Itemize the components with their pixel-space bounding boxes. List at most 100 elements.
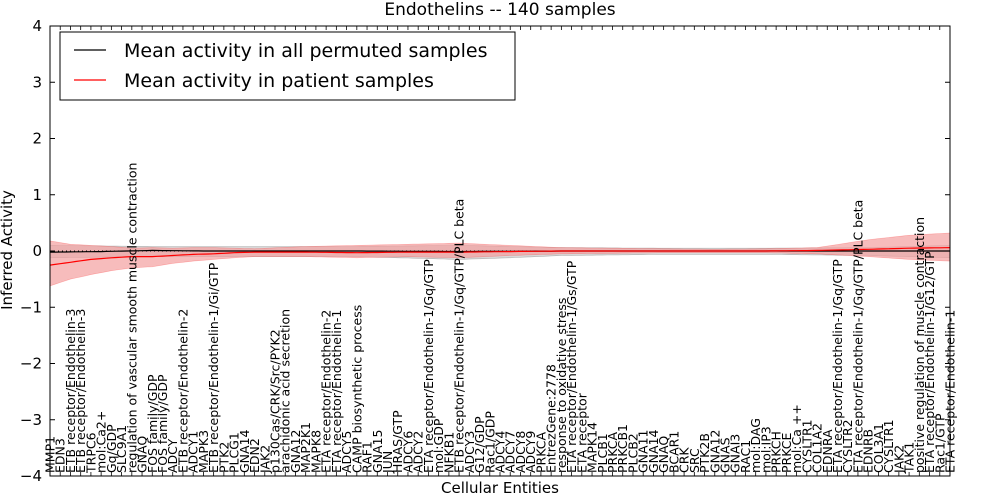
x-tick-label: SRC bbox=[687, 448, 702, 473]
x-tick-label: CYSLTR1 bbox=[799, 419, 814, 473]
x-tick-label: mol:IP3 bbox=[758, 426, 773, 473]
x-tick-label: ADCY2 bbox=[411, 431, 426, 473]
y-axis-ticks: −4 −3 −2 −1 0 1 2 3 4 bbox=[20, 17, 950, 485]
x-tick-label: ETA receptor/Endothelin-2 bbox=[319, 310, 334, 473]
x-tick-label: ETA receptor/Endothelin-1/Gq/GTP bbox=[421, 259, 436, 473]
x-tick-label: mol:GDP bbox=[431, 418, 446, 473]
x-tick-label: GNAQ bbox=[656, 436, 671, 473]
x-tick-label: PLCB2 bbox=[626, 433, 641, 473]
x-tick-label: ADCY8 bbox=[513, 431, 528, 473]
x-tick-label: EDNRA bbox=[820, 429, 835, 473]
y-tick-label: 0 bbox=[32, 242, 42, 260]
x-tick-label: ADCY9 bbox=[523, 431, 538, 473]
x-tick-label: JAK2 bbox=[891, 445, 906, 474]
x-tick-label: CYSLTR2 bbox=[840, 419, 855, 473]
x-tick-label: Rac1/GDP bbox=[482, 411, 497, 473]
chart-title: Endothelins -- 140 samples bbox=[384, 0, 615, 20]
x-tick-label: ETA receptor/Endothelin-1/G12/GTP bbox=[922, 251, 937, 473]
x-tick-label: ETB receptor/Endothelin-3 bbox=[63, 309, 78, 473]
x-tick-label: MAP2K1 bbox=[298, 422, 313, 473]
x-tick-label: TAK1 bbox=[902, 442, 917, 474]
x-tick-label: MAPK14 bbox=[585, 422, 600, 473]
x-tick-label: PRKCE bbox=[779, 433, 794, 473]
x-tick-label: GNA14 bbox=[237, 429, 252, 473]
series-line-1 bbox=[49, 247, 951, 266]
x-tick-label: EDN2 bbox=[247, 438, 262, 473]
x-tick-label: mol:DAG bbox=[748, 418, 763, 473]
x-tick-label: ADCY1 bbox=[186, 431, 201, 473]
x-tick-label: JAK2 bbox=[257, 445, 272, 474]
x-tick-label: ETA receptor/Endothelin-1 bbox=[329, 310, 344, 473]
y-tick-label: 4 bbox=[32, 17, 42, 35]
x-tick-label: ETB receptor/Endothelin-3 bbox=[73, 309, 88, 473]
y-tick-label: −1 bbox=[20, 298, 42, 316]
x-tick-label: HRAS/GTP bbox=[390, 410, 405, 473]
x-tick-label: JUN bbox=[380, 451, 395, 474]
x-tick-label: GNAS bbox=[718, 437, 733, 473]
confidence-bands bbox=[49, 232, 951, 287]
x-tick-label: MAPK8 bbox=[308, 430, 323, 473]
x-tick-label: EDNRB bbox=[861, 429, 876, 473]
x-tick-label: PRKCA bbox=[605, 432, 620, 473]
x-axis-label: Cellular Entities bbox=[441, 479, 559, 497]
y-tick-label: 2 bbox=[32, 130, 42, 148]
x-tick-label: positive regulation of muscle contractio… bbox=[912, 217, 927, 473]
x-tick-label: PRKCH bbox=[769, 431, 784, 473]
y-tick-label: −4 bbox=[20, 467, 42, 485]
x-tick-label: GNA12 bbox=[707, 430, 722, 474]
x-tick-label: COL1A2 bbox=[810, 423, 825, 473]
x-tick-label: FOS family/GDP bbox=[145, 374, 160, 473]
series-band-1 bbox=[49, 232, 951, 287]
x-tick-label: ADCY6 bbox=[401, 431, 416, 473]
y-axis-label: Inferred Activity bbox=[0, 190, 16, 310]
y-tick-label: −3 bbox=[20, 411, 42, 429]
x-tick-label: ADCY bbox=[165, 438, 180, 473]
x-tick-label: ADCY7 bbox=[503, 431, 518, 473]
x-tick-label: mol:Ca2+ bbox=[94, 411, 109, 473]
x-tick-label: G12/GDP bbox=[472, 416, 487, 473]
x-tick-label: PTK2B bbox=[697, 433, 712, 473]
x-tick-label: GNA15 bbox=[370, 430, 385, 474]
x-tick-label: ADCY3 bbox=[462, 431, 477, 473]
x-tick-label: GNAI3 bbox=[728, 434, 743, 473]
x-tick-label: ADCY4 bbox=[493, 431, 508, 473]
y-tick-label: 3 bbox=[32, 73, 42, 91]
x-tick-label: MAPK3 bbox=[196, 430, 211, 473]
x-tick-label: Gq/GDP bbox=[104, 424, 119, 473]
x-tick-label: response to oxidative stress bbox=[554, 298, 569, 473]
x-tick-label: p130Cas/CRK/Src/PYK2 bbox=[268, 329, 283, 473]
x-tick-label: GNA11 bbox=[636, 430, 651, 474]
legend-box bbox=[59, 31, 516, 101]
x-tick-label: ETA receptor/Endothelin-1/Gq/GTP bbox=[830, 259, 845, 473]
legend-entry-patient: Mean activity in patient samples bbox=[124, 70, 434, 92]
x-tick-label: ETB receptor/Endothelin-1/Gq/GTP/PLC bet… bbox=[452, 199, 467, 473]
x-tick-label: FOS family/GDP bbox=[155, 374, 170, 473]
x-tick-label: TRPC6 bbox=[83, 432, 98, 474]
x-tick-label: RAC1 bbox=[738, 440, 753, 473]
plot-frame bbox=[49, 25, 951, 477]
legend: Mean activity in all permuted samples Me… bbox=[59, 31, 516, 101]
x-tick-label: RAF1 bbox=[360, 441, 375, 473]
x-tick-label: ETA receptor/Endothelin-1/Gq/GTP/PLC bet… bbox=[851, 200, 866, 473]
x-tick-label: GNAQ bbox=[135, 436, 150, 473]
x-tick-label: SLC9A1 bbox=[114, 425, 129, 473]
x-tick-label: CAMP biosynthetic process bbox=[349, 305, 364, 473]
x-tick-label: Rac1/GTP bbox=[932, 413, 947, 473]
x-tick-label: ADCY5 bbox=[339, 431, 354, 473]
x-tick-label: NFKB1 bbox=[441, 432, 456, 473]
x-tick-label: ETA receptor bbox=[574, 392, 589, 473]
x-tick-label: BCAR1 bbox=[666, 431, 681, 473]
y-tick-label: −2 bbox=[20, 355, 42, 373]
x-tick-label: GNA14 bbox=[646, 429, 661, 473]
x-tick-label: PTK2 bbox=[216, 442, 231, 473]
x-tick-label: PRKCA bbox=[533, 432, 548, 473]
x-tick-label: PLCG1 bbox=[227, 432, 242, 473]
x-tick-label: arachidonic acid secretion bbox=[278, 309, 293, 473]
legend-entry-permuted: Mean activity in all permuted samples bbox=[124, 40, 487, 62]
series-lines bbox=[49, 247, 951, 266]
x-tick-label: mol:Ca ++ bbox=[789, 404, 804, 473]
x-tick-label: COL3A1 bbox=[871, 423, 886, 473]
x-tick-label: PRKCB1 bbox=[615, 424, 630, 473]
x-tick-label: regulation of vascular smooth muscle con… bbox=[124, 163, 139, 473]
